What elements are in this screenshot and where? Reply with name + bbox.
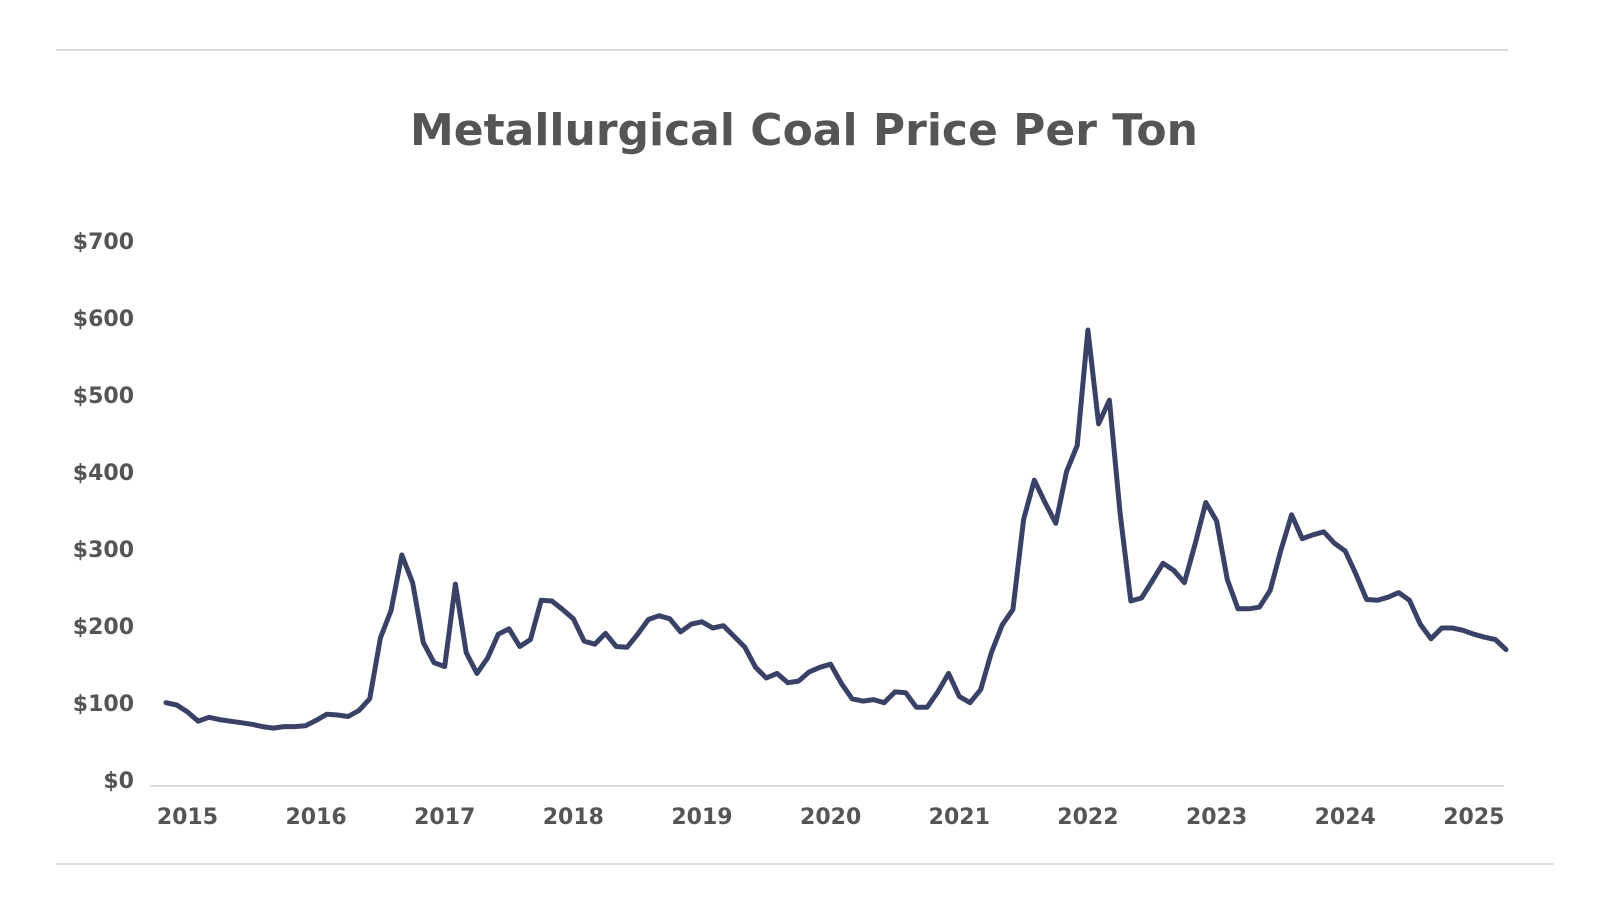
x-tick-label: 2020 [800,805,861,830]
y-tick-label: $100 [73,692,134,717]
x-tick-label: 2025 [1443,805,1504,830]
x-tick-label: 2023 [1186,805,1247,830]
x-tick-label: 2022 [1057,805,1118,830]
y-tick-label: $300 [73,538,134,563]
y-tick-label: $200 [73,615,134,640]
chart-title: Metallurgical Coal Price Per Ton [410,105,1198,156]
y-tick-label: $500 [73,384,134,409]
x-tick-label: 2018 [543,805,604,830]
x-tick-label: 2015 [157,805,218,830]
price-line [163,327,1509,731]
y-tick-label: $0 [103,769,134,794]
x-tick-label: 2017 [414,805,475,830]
x-tick-label: 2019 [671,805,732,830]
x-tick-label: 2016 [285,805,346,830]
y-tick-label: $700 [73,230,134,255]
y-tick-label: $400 [73,461,134,486]
x-tick-label: 2024 [1315,805,1376,830]
y-tick-label: $600 [73,307,134,332]
x-tick-label: 2021 [929,805,990,830]
